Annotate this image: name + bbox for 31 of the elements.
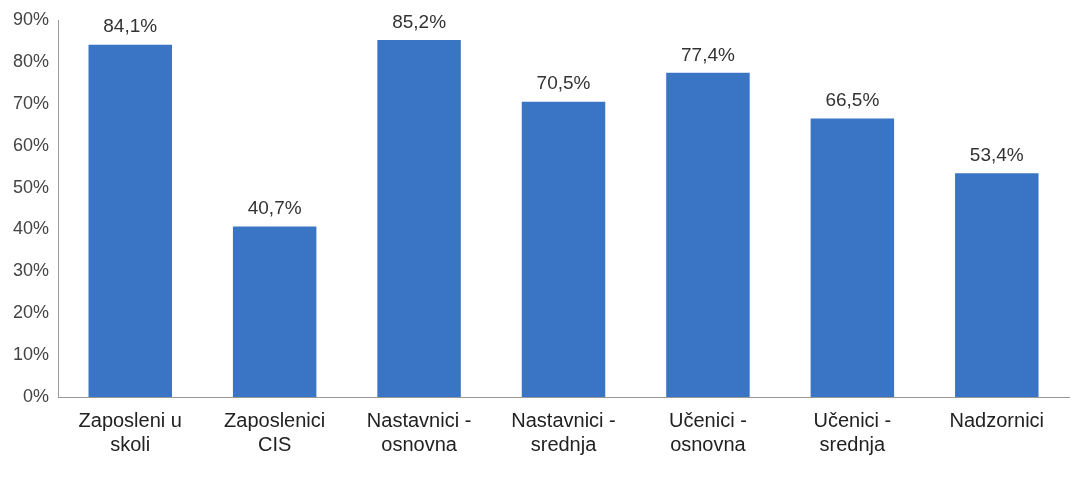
y-tick-label: 40% <box>13 218 50 239</box>
data-label: 77,4% <box>681 43 735 65</box>
x-tick-label: Zaposlenici CIS <box>224 408 326 455</box>
y-tick-label: 60% <box>13 134 50 155</box>
y-tick-label: 50% <box>13 176 50 197</box>
data-label: 40,7% <box>247 197 302 219</box>
bar <box>377 40 461 397</box>
data-label: 85,2% <box>392 10 447 32</box>
bar <box>521 101 606 397</box>
y-tick-label: 10% <box>13 344 50 365</box>
x-tick-label: Nastavnici - osnovna <box>366 408 472 455</box>
bar <box>810 118 895 397</box>
y-tick-label: 20% <box>13 302 50 323</box>
data-label: 66,5% <box>825 89 880 111</box>
data-label: 84,1% <box>103 15 158 37</box>
data-label: 70,5% <box>536 72 591 94</box>
y-tick-label: 90% <box>13 8 50 29</box>
x-tick-label: Učenici - srednja <box>813 408 892 455</box>
y-tick-label: 80% <box>13 50 50 71</box>
data-label: 53,4% <box>969 144 1024 166</box>
bar <box>88 44 172 397</box>
y-tick-label: 0% <box>23 385 50 406</box>
x-tick-label: Nadzornici <box>949 408 1045 431</box>
bar <box>955 173 1039 397</box>
x-tick-label: Zaposleni u skoli <box>78 408 182 455</box>
y-tick-label: 70% <box>13 92 50 113</box>
y-tick-label: 30% <box>13 260 50 281</box>
x-tick-label: Nastavnici - srednja <box>511 408 616 455</box>
bar <box>666 72 750 397</box>
bar <box>232 226 317 397</box>
x-tick-label: Učenici - osnovna <box>669 408 747 455</box>
